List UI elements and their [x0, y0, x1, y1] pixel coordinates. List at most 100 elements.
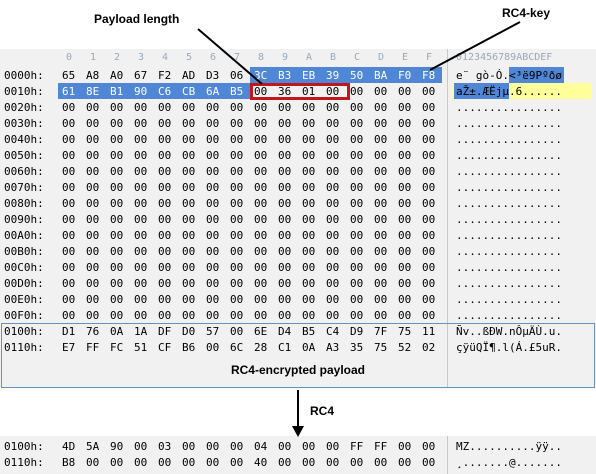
- hex-byte[interactable]: 90: [134, 85, 148, 98]
- hex-byte[interactable]: 06: [230, 69, 244, 82]
- hex-byte[interactable]: 0A: [302, 341, 316, 354]
- hex-byte[interactable]: 00: [206, 197, 220, 210]
- hex-byte[interactable]: 00: [86, 197, 100, 210]
- hex-byte[interactable]: 00: [182, 213, 196, 226]
- hex-byte[interactable]: 39: [326, 69, 340, 82]
- hex-byte[interactable]: 00: [86, 101, 100, 114]
- hex-byte[interactable]: D3: [206, 69, 220, 82]
- hex-byte[interactable]: 00: [182, 181, 196, 194]
- hex-byte[interactable]: 00: [302, 440, 316, 453]
- hex-byte[interactable]: 00: [326, 229, 340, 242]
- hex-byte[interactable]: 00: [422, 277, 436, 290]
- hex-byte[interactable]: 00: [62, 277, 76, 290]
- hex-byte[interactable]: 00: [398, 85, 412, 98]
- hex-byte[interactable]: 00: [230, 213, 244, 226]
- hex-byte[interactable]: B8: [62, 456, 76, 469]
- hex-byte[interactable]: 00: [230, 149, 244, 162]
- hex-byte[interactable]: 00: [422, 309, 436, 322]
- hex-byte[interactable]: 00: [230, 229, 244, 242]
- hex-byte[interactable]: 57: [206, 325, 220, 338]
- hex-byte[interactable]: F0: [398, 69, 412, 82]
- hex-byte[interactable]: 00: [110, 456, 124, 469]
- hex-byte[interactable]: E7: [62, 341, 76, 354]
- hex-byte[interactable]: 00: [422, 229, 436, 242]
- hex-byte[interactable]: 00: [398, 213, 412, 226]
- row-ascii[interactable]: ................: [456, 165, 562, 178]
- hex-byte[interactable]: 00: [422, 85, 436, 98]
- hex-byte[interactable]: 00: [62, 197, 76, 210]
- hex-byte[interactable]: 00: [278, 261, 292, 274]
- hex-byte[interactable]: B3: [278, 69, 292, 82]
- hex-byte[interactable]: 00: [374, 293, 388, 306]
- hex-byte[interactable]: 00: [326, 245, 340, 258]
- hex-byte[interactable]: 00: [254, 181, 268, 194]
- hex-byte[interactable]: 00: [206, 117, 220, 130]
- hex-byte[interactable]: 00: [110, 197, 124, 210]
- hex-byte[interactable]: 00: [374, 213, 388, 226]
- hex-byte[interactable]: D0: [182, 325, 196, 338]
- row-ascii[interactable]: çÿüQÏ¶.l(Á.£5uR.: [456, 341, 562, 354]
- hex-byte[interactable]: 00: [302, 261, 316, 274]
- hex-byte[interactable]: 00: [422, 293, 436, 306]
- row-ascii[interactable]: ................: [456, 133, 562, 146]
- hex-byte[interactable]: 00: [302, 117, 316, 130]
- hex-byte[interactable]: 00: [326, 101, 340, 114]
- hex-byte[interactable]: 00: [326, 309, 340, 322]
- hex-byte[interactable]: 00: [254, 149, 268, 162]
- hex-byte[interactable]: FF: [374, 440, 388, 453]
- hex-byte[interactable]: 00: [86, 117, 100, 130]
- hex-byte[interactable]: 00: [278, 456, 292, 469]
- hex-byte[interactable]: 00: [278, 149, 292, 162]
- hex-byte[interactable]: 00: [278, 440, 292, 453]
- hex-byte[interactable]: 00: [278, 229, 292, 242]
- hex-byte[interactable]: 00: [134, 456, 148, 469]
- hex-byte[interactable]: 00: [254, 85, 268, 98]
- hex-byte[interactable]: 50: [350, 69, 364, 82]
- hex-byte[interactable]: 00: [254, 213, 268, 226]
- hex-byte[interactable]: 00: [398, 245, 412, 258]
- hex-byte[interactable]: 00: [422, 117, 436, 130]
- hex-byte[interactable]: 00: [206, 261, 220, 274]
- hex-byte[interactable]: 00: [350, 197, 364, 210]
- hex-byte[interactable]: B1: [110, 85, 124, 98]
- hex-byte[interactable]: 00: [86, 309, 100, 322]
- hex-byte[interactable]: 00: [302, 101, 316, 114]
- hex-byte[interactable]: 00: [206, 213, 220, 226]
- hex-byte[interactable]: 00: [302, 149, 316, 162]
- hex-byte[interactable]: 00: [182, 101, 196, 114]
- hex-byte[interactable]: 00: [62, 293, 76, 306]
- hex-byte[interactable]: 00: [206, 440, 220, 453]
- hex-byte[interactable]: 00: [86, 277, 100, 290]
- hex-byte[interactable]: 00: [134, 245, 148, 258]
- hex-byte[interactable]: 00: [302, 293, 316, 306]
- hex-byte[interactable]: 00: [350, 101, 364, 114]
- hex-byte[interactable]: 00: [422, 456, 436, 469]
- hex-byte[interactable]: 00: [374, 165, 388, 178]
- hex-byte[interactable]: 00: [62, 245, 76, 258]
- hex-byte[interactable]: 00: [206, 181, 220, 194]
- hex-byte[interactable]: 00: [326, 261, 340, 274]
- hex-byte[interactable]: 00: [86, 456, 100, 469]
- hex-byte[interactable]: 00: [230, 117, 244, 130]
- hex-byte[interactable]: 00: [422, 133, 436, 146]
- hex-byte[interactable]: 00: [62, 181, 76, 194]
- hex-byte[interactable]: 00: [158, 213, 172, 226]
- hex-byte[interactable]: 75: [374, 341, 388, 354]
- hex-byte[interactable]: 00: [374, 197, 388, 210]
- hex-byte[interactable]: 7F: [374, 325, 388, 338]
- hex-byte[interactable]: CB: [182, 85, 196, 98]
- hex-byte[interactable]: B5: [302, 325, 316, 338]
- hex-byte[interactable]: 00: [158, 149, 172, 162]
- hex-byte[interactable]: 00: [86, 213, 100, 226]
- hex-byte[interactable]: 76: [86, 325, 100, 338]
- hex-byte[interactable]: 00: [206, 149, 220, 162]
- hex-byte[interactable]: 00: [302, 133, 316, 146]
- hex-byte[interactable]: 65: [62, 69, 76, 82]
- hex-byte[interactable]: 8E: [86, 85, 100, 98]
- hex-byte[interactable]: 00: [158, 229, 172, 242]
- row-ascii[interactable]: ................: [456, 197, 562, 210]
- row-ascii[interactable]: ................: [456, 181, 562, 194]
- hex-byte[interactable]: 6A: [206, 85, 220, 98]
- hex-byte[interactable]: 00: [206, 133, 220, 146]
- hex-byte[interactable]: 6C: [230, 341, 244, 354]
